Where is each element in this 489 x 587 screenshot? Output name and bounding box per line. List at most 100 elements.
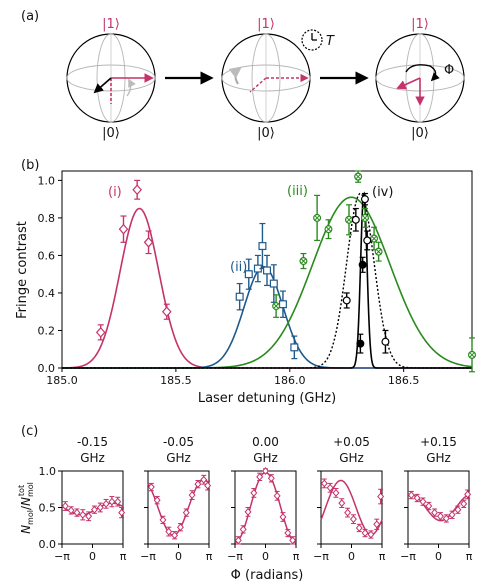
bloch-sphere-1: |1⟩ |0⟩ bbox=[66, 17, 156, 141]
data-point bbox=[361, 528, 369, 538]
data-point bbox=[143, 230, 154, 255]
data-point bbox=[108, 496, 116, 508]
xtick-label: 0 bbox=[435, 550, 442, 563]
data-point bbox=[413, 493, 421, 503]
data-point bbox=[373, 518, 381, 530]
phase-scan-panel: 0.00 GHz −π 0 π bbox=[227, 435, 300, 563]
data-point bbox=[79, 509, 87, 521]
data-point bbox=[377, 488, 385, 505]
data-point bbox=[114, 496, 122, 507]
data-point bbox=[326, 482, 334, 493]
data-point bbox=[425, 501, 433, 511]
data-point bbox=[468, 337, 477, 373]
xtick-label: 0 bbox=[175, 550, 182, 563]
data-point bbox=[431, 508, 439, 517]
series-label-i: (i) bbox=[108, 185, 122, 200]
panel-c-xlabel: Φ (radians) bbox=[231, 568, 304, 583]
bloch-sphere-3: Φ |1⟩ |0⟩ bbox=[375, 17, 465, 141]
data-point bbox=[258, 222, 267, 270]
panel-title-detuning: +0.15 bbox=[420, 435, 457, 449]
phase-scan-panel: -0.15 GHz −π 0 π 0.0 0.5 1.0 bbox=[39, 435, 127, 563]
data-point bbox=[118, 507, 126, 519]
data-point bbox=[464, 489, 472, 500]
data-point bbox=[407, 490, 415, 500]
data-point bbox=[442, 514, 450, 523]
series-label-iv: (iv) bbox=[372, 185, 393, 200]
panel-title-detuning: -0.15 bbox=[77, 435, 108, 449]
sphere1-bottom-label: |0⟩ bbox=[102, 126, 120, 141]
xtick-label: −π bbox=[313, 550, 329, 563]
data-point bbox=[358, 256, 367, 273]
data-point bbox=[102, 498, 110, 509]
data-point bbox=[95, 324, 106, 341]
ytick-label: 0.0 bbox=[39, 538, 57, 551]
data-point bbox=[96, 502, 104, 513]
data-point bbox=[344, 507, 352, 518]
data-point bbox=[165, 526, 173, 537]
data-point bbox=[153, 496, 161, 505]
series-label-iii: (iii) bbox=[287, 184, 308, 199]
data-point bbox=[338, 498, 346, 508]
xtick-label: 186.5 bbox=[388, 374, 420, 387]
panel-title-unit: GHz bbox=[166, 451, 191, 465]
ytick-label: 0.5 bbox=[39, 502, 57, 515]
data-point bbox=[419, 497, 427, 506]
sphere3-bottom-label: |0⟩ bbox=[411, 126, 429, 141]
data-point bbox=[360, 192, 369, 206]
panel-title-unit: GHz bbox=[80, 451, 105, 465]
data-point bbox=[349, 514, 357, 525]
panel-b-points bbox=[95, 170, 477, 373]
panel-title-unit: GHz bbox=[426, 451, 451, 465]
sphere3-top-label: |1⟩ bbox=[411, 17, 429, 32]
xtick-label: π bbox=[379, 550, 386, 563]
phase-label: Φ bbox=[444, 63, 454, 78]
data-point bbox=[454, 505, 462, 514]
xtick-label: 0 bbox=[89, 550, 96, 563]
panel-label-c: (c) bbox=[21, 424, 38, 439]
ytick-label: 0.0 bbox=[38, 362, 56, 375]
panel-b-xlabel: Laser detuning (GHz) bbox=[198, 391, 336, 406]
data-point bbox=[204, 480, 212, 491]
data-point bbox=[320, 478, 328, 489]
data-point bbox=[313, 194, 322, 242]
data-point bbox=[239, 525, 247, 534]
sphere2-top-label: |1⟩ bbox=[257, 17, 275, 32]
xtick-label: −π bbox=[400, 550, 416, 563]
clock-label: T bbox=[326, 34, 335, 49]
panel-title-detuning: 0.00 bbox=[252, 435, 279, 449]
data-point bbox=[132, 179, 142, 200]
data-point bbox=[188, 490, 196, 500]
xtick-label: −π bbox=[227, 550, 243, 563]
data-point bbox=[85, 511, 93, 522]
xtick-label: 186.0 bbox=[274, 374, 306, 387]
phase-scan-panel: -0.05 GHz −π 0 π bbox=[140, 435, 213, 563]
data-point bbox=[279, 512, 287, 522]
xtick-label: 185.0 bbox=[46, 374, 78, 387]
data-point bbox=[367, 530, 375, 539]
clock-icon bbox=[301, 29, 323, 51]
ytick-label: 0.4 bbox=[38, 287, 56, 300]
phase-scan-panel: +0.05 GHz −π 0 π bbox=[313, 435, 386, 563]
data-point bbox=[290, 335, 299, 360]
xtick-label: −π bbox=[140, 550, 156, 563]
data-point bbox=[351, 207, 360, 232]
data-point bbox=[460, 499, 468, 508]
data-point bbox=[61, 501, 69, 511]
data-point bbox=[244, 507, 252, 517]
data-point bbox=[171, 531, 179, 540]
data-point bbox=[118, 215, 129, 243]
data-point bbox=[374, 241, 383, 262]
panel-b-ticks: 185.0 185.5 186.0 186.5 0.0 0.2 0.4 0.6 0.8 1.0 bbox=[38, 174, 420, 387]
data-point bbox=[345, 204, 354, 236]
panel-b-chart: 185.0 185.5 186.0 186.5 0.0 0.2 0.4 0.6 0.8 1.0 L… bbox=[15, 170, 477, 406]
panel-label-b: (b) bbox=[21, 158, 39, 173]
data-point bbox=[90, 505, 98, 514]
ytick-label: 0.2 bbox=[38, 324, 56, 337]
data-point bbox=[355, 523, 363, 533]
panel-title-detuning: +0.05 bbox=[333, 435, 370, 449]
data-point bbox=[235, 282, 244, 311]
data-point bbox=[354, 170, 363, 183]
xtick-label: π bbox=[120, 550, 127, 563]
series-label-ii: (ii) bbox=[230, 260, 247, 275]
